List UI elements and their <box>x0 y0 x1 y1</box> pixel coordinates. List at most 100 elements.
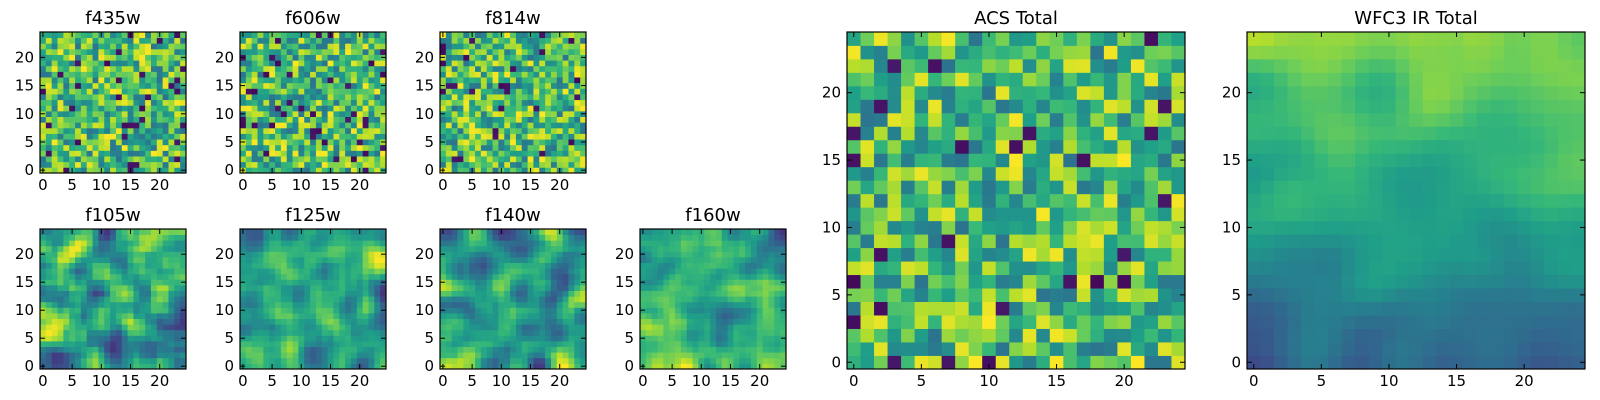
heatmap-cell <box>515 133 523 140</box>
heatmap-cell <box>374 296 381 303</box>
heatmap-cell <box>486 133 493 140</box>
heatmap-cell <box>356 43 364 50</box>
heatmap-cell <box>350 82 358 89</box>
heatmap-cell <box>1036 220 1051 235</box>
heatmap-cell <box>275 268 282 275</box>
heatmap-cell <box>257 234 264 241</box>
heatmap-cell <box>515 48 523 55</box>
heatmap-cell <box>562 99 569 106</box>
heatmap-cell <box>40 245 47 252</box>
heatmap-cell <box>545 116 552 123</box>
heatmap-cell <box>139 341 146 347</box>
heatmap-cell <box>86 357 93 364</box>
heatmap-cell <box>768 313 775 319</box>
y-tick-label: 10 <box>15 301 34 319</box>
heatmap-cell <box>280 363 288 370</box>
heatmap-cell <box>640 245 647 252</box>
heatmap-cell <box>492 127 499 134</box>
heatmap-cell <box>955 153 970 168</box>
heatmap-cell <box>527 71 534 78</box>
heatmap-cell <box>310 240 317 247</box>
heatmap-cell <box>860 355 875 370</box>
heatmap-cell <box>69 273 76 280</box>
heatmap-cell <box>545 139 552 146</box>
heatmap-cell <box>515 324 523 331</box>
heatmap-cell <box>704 262 711 269</box>
heatmap-cell <box>368 268 375 275</box>
heatmap-cell <box>545 150 552 157</box>
heatmap-cell <box>333 301 340 308</box>
heatmap-cell <box>510 313 517 319</box>
heatmap-cell <box>104 88 111 95</box>
heatmap-cell <box>333 341 340 347</box>
heatmap-cell <box>774 268 781 275</box>
heatmap-cell <box>374 245 381 252</box>
heatmap-cell <box>440 290 447 297</box>
heatmap-cell <box>504 156 511 163</box>
heatmap-cell <box>533 335 540 342</box>
heatmap-cell <box>657 335 664 342</box>
heatmap-cell <box>327 341 334 347</box>
heatmap-cell <box>356 290 364 297</box>
heatmap-cell <box>180 324 187 331</box>
heatmap-cell <box>580 357 587 364</box>
heatmap-cell <box>710 257 717 263</box>
heatmap-cell <box>168 94 175 101</box>
heatmap-cell <box>257 116 264 123</box>
heatmap-cell <box>310 234 317 241</box>
heatmap-cell <box>539 318 546 325</box>
heatmap-cell <box>486 279 493 286</box>
heatmap-cell <box>80 161 88 168</box>
heatmap-cell <box>651 307 658 314</box>
heatmap-cell <box>692 307 699 314</box>
heatmap-cell <box>533 77 540 84</box>
heatmap-cell <box>269 65 276 72</box>
heatmap-cell <box>440 127 447 134</box>
heatmap-cell <box>768 257 775 263</box>
heatmap-cell <box>80 290 88 297</box>
heatmap-cell <box>1144 342 1159 356</box>
heatmap-cell <box>762 240 769 247</box>
heatmap-cell <box>321 301 328 308</box>
heatmap-cell <box>69 43 76 50</box>
heatmap-cell <box>51 71 58 78</box>
heatmap-cell <box>745 245 752 252</box>
heatmap-cell <box>292 37 299 44</box>
heatmap-cell <box>756 290 764 297</box>
heatmap-cell <box>457 301 464 308</box>
heatmap-cell <box>298 127 305 134</box>
heatmap-cell <box>492 229 499 235</box>
heatmap-cell <box>80 110 88 117</box>
heatmap-cell <box>298 156 305 163</box>
heatmap-cell <box>510 71 517 78</box>
heatmap-cell <box>345 262 352 269</box>
heatmap-cell <box>480 279 488 286</box>
heatmap-cell <box>941 342 956 356</box>
heatmap-cell <box>774 245 781 252</box>
heatmap-cell <box>168 116 175 123</box>
heatmap-cell <box>440 301 447 308</box>
heatmap-cell <box>251 139 258 146</box>
heatmap-cell <box>304 313 311 319</box>
heatmap-cell <box>686 229 693 235</box>
heatmap-cell <box>333 88 340 95</box>
heatmap-cell <box>675 279 682 286</box>
heatmap-cell <box>887 207 902 222</box>
heatmap-cell <box>374 279 381 286</box>
heatmap-cell <box>350 116 358 123</box>
heatmap-cell <box>327 150 334 157</box>
heatmap-cell <box>901 234 915 249</box>
heatmap-cell <box>562 268 569 275</box>
heatmap-cell <box>245 341 253 347</box>
heatmap-cell <box>333 77 340 84</box>
heatmap-cell <box>275 60 282 67</box>
heatmap-cell <box>539 65 546 72</box>
heatmap-cell <box>463 262 470 269</box>
heatmap-cell <box>847 207 861 222</box>
heatmap-cell <box>98 296 105 303</box>
heatmap-cell <box>1157 288 1172 302</box>
heatmap-cell <box>104 71 111 78</box>
heatmap-cell <box>63 139 70 146</box>
heatmap-cell <box>475 346 482 353</box>
heatmap-cell <box>901 180 915 195</box>
